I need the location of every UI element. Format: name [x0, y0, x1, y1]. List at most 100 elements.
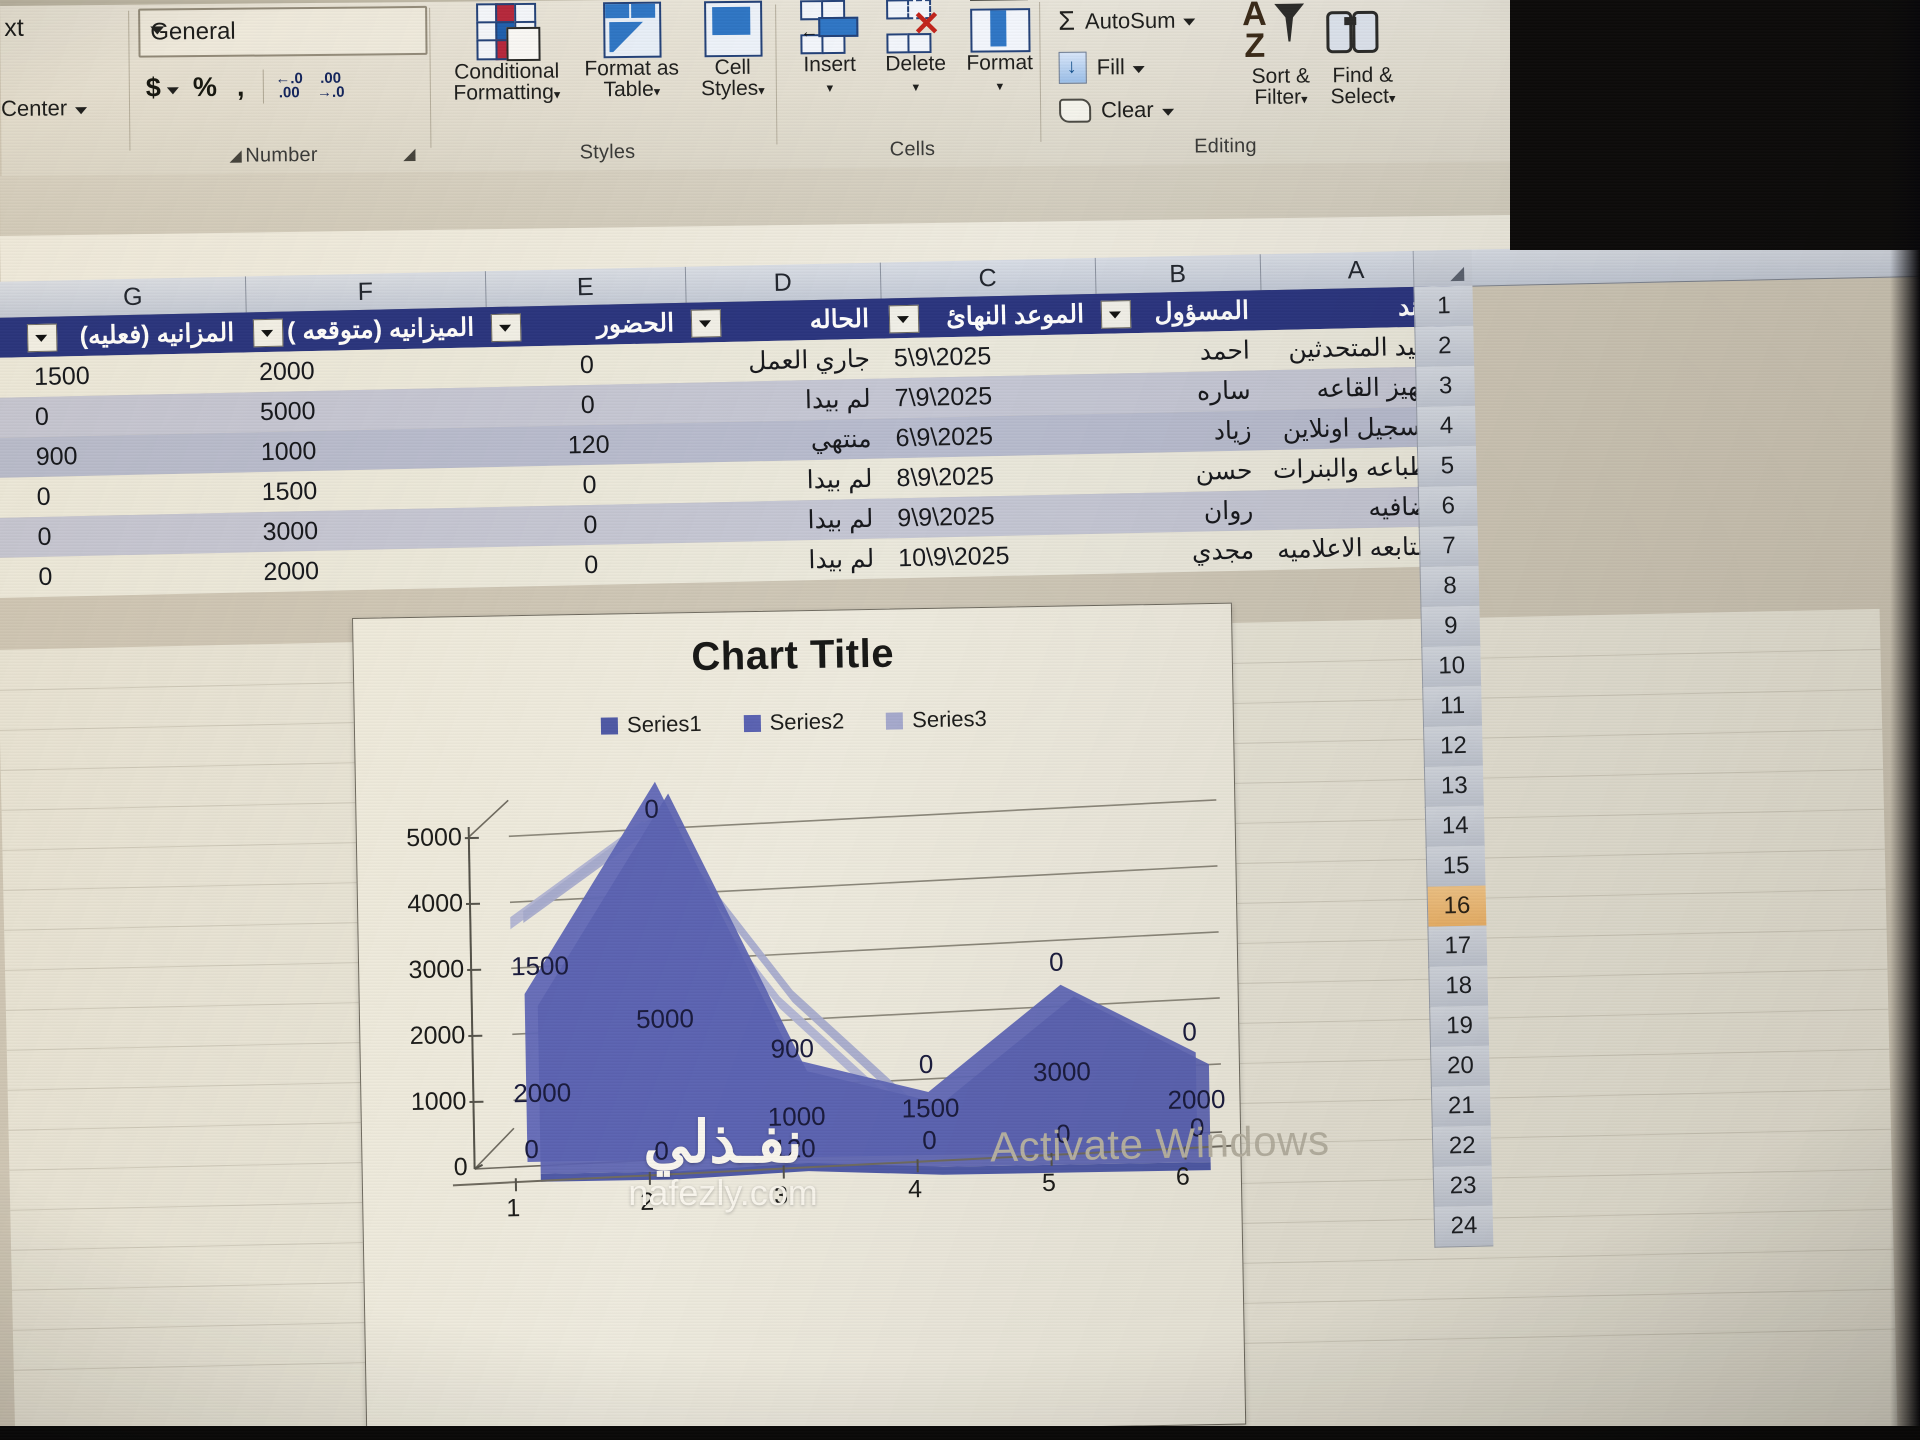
column-header-F[interactable]: F: [244, 271, 487, 313]
cell-F[interactable]: 2000: [258, 356, 315, 387]
cell-F[interactable]: 1500: [261, 476, 318, 507]
row-header-5[interactable]: 5: [1416, 445, 1477, 488]
format-cells-button[interactable]: Format ▾: [960, 0, 1039, 96]
row-header-3[interactable]: 3: [1415, 365, 1476, 408]
percent-button[interactable]: %: [192, 71, 218, 102]
filter-button-E[interactable]: [490, 313, 522, 343]
row-header-17[interactable]: 17: [1427, 925, 1488, 968]
cell-C[interactable]: 5\9\2025: [893, 342, 992, 373]
cell-G[interactable]: 0: [34, 402, 50, 432]
cell-G[interactable]: 0: [38, 562, 53, 592]
filter-button-C[interactable]: [888, 304, 920, 334]
cell-B[interactable]: احمد: [1199, 336, 1251, 366]
cell-D[interactable]: لم بيدا: [804, 384, 872, 415]
insert-cells-button[interactable]: ← Insert ▾: [790, 0, 869, 97]
row-header-1[interactable]: 1: [1413, 285, 1474, 328]
cell-D[interactable]: لم بيدا: [807, 504, 874, 535]
row-header-9[interactable]: 9: [1420, 605, 1481, 648]
filter-button-F[interactable]: [252, 318, 284, 348]
row-header-8[interactable]: 8: [1419, 565, 1480, 608]
cell-B[interactable]: ساره: [1196, 376, 1251, 406]
cell-F[interactable]: 1000: [260, 436, 317, 467]
filter-button-D[interactable]: [690, 309, 722, 338]
cell-E[interactable]: 0: [579, 350, 595, 380]
number-group-label: Number: [245, 143, 318, 167]
cell-G[interactable]: 1500: [33, 361, 91, 392]
chart-legend[interactable]: Series1 Series2 Series3: [355, 702, 1233, 743]
row-header-15[interactable]: 15: [1425, 845, 1486, 888]
cell-E[interactable]: 0: [580, 390, 596, 420]
comma-style-button[interactable]: ,: [236, 71, 245, 102]
cell-styles-button[interactable]: Cell Styles▾: [691, 0, 774, 101]
cell-E[interactable]: 0: [584, 550, 599, 580]
cell-B[interactable]: حسن: [1195, 456, 1253, 486]
format-as-table-button[interactable]: Format as Table▾: [576, 0, 687, 102]
column-header-D[interactable]: D: [684, 262, 882, 303]
legend-item-series3[interactable]: Series3: [886, 706, 987, 734]
row-header-14[interactable]: 14: [1424, 805, 1485, 848]
row-header-7[interactable]: 7: [1418, 525, 1479, 568]
row-header-12[interactable]: 12: [1423, 725, 1483, 768]
fill-button[interactable]: ↓ Fill: [1058, 51, 1145, 84]
cell-F[interactable]: 3000: [262, 516, 319, 547]
cell-D[interactable]: منتهي: [810, 424, 872, 455]
row-header-4[interactable]: 4: [1416, 405, 1476, 448]
cell-G[interactable]: 0: [37, 522, 52, 552]
row-header-23[interactable]: 23: [1432, 1165, 1493, 1208]
row-header-13[interactable]: 13: [1423, 765, 1484, 808]
cell-E[interactable]: 120: [567, 430, 610, 460]
cell-C[interactable]: 9\9\2025: [897, 502, 995, 533]
row-header-22[interactable]: 22: [1431, 1125, 1492, 1168]
legend-item-series2[interactable]: Series2: [743, 708, 844, 736]
column-header-E[interactable]: E: [484, 266, 687, 308]
conditional-formatting-button[interactable]: Conditional Formatting▾: [446, 0, 567, 105]
cell-E[interactable]: 0: [583, 510, 598, 540]
number-dialog-launcher-right[interactable]: ◢: [403, 146, 416, 164]
number-format-select[interactable]: General: [138, 5, 428, 58]
autosum-button[interactable]: Σ AutoSum: [1058, 5, 1196, 37]
cell-B[interactable]: مجدي: [1191, 536, 1255, 566]
cell-B[interactable]: روان: [1203, 496, 1254, 526]
filter-button-G[interactable]: [26, 323, 58, 353]
cell-G[interactable]: 0: [36, 482, 51, 512]
chart-title[interactable]: Chart Title: [691, 631, 895, 680]
clear-button[interactable]: Clear: [1058, 97, 1174, 124]
cell-D[interactable]: لم بيدا: [808, 544, 875, 575]
filter-button-B[interactable]: [1100, 300, 1132, 329]
row-header-11[interactable]: 11: [1422, 685, 1483, 728]
cell-G[interactable]: 900: [35, 442, 78, 472]
delete-cells-button[interactable]: ✕ Delete ▾: [874, 0, 957, 96]
cell-F[interactable]: 5000: [259, 396, 316, 427]
column-header-C[interactable]: C: [879, 257, 1097, 299]
select-all-corner[interactable]: [1412, 249, 1473, 287]
cell-D[interactable]: جاري العمل: [747, 344, 871, 376]
row-header-2[interactable]: 2: [1414, 325, 1475, 368]
cell-C[interactable]: 8\9\2025: [896, 462, 995, 493]
merge-center-button[interactable]: Center: [1, 95, 88, 122]
column-header-G[interactable]: G: [19, 276, 247, 318]
row-header-10[interactable]: 10: [1421, 645, 1482, 688]
cell-C[interactable]: 6\9\2025: [895, 422, 994, 453]
currency-button[interactable]: $: [145, 71, 162, 103]
legend-item-series1[interactable]: Series1: [600, 711, 702, 739]
decrease-decimal-button[interactable]: .00 →.0: [316, 69, 345, 101]
column-header-B[interactable]: B: [1094, 254, 1262, 294]
cell-D[interactable]: لم بيدا: [806, 464, 873, 495]
row-header-18[interactable]: 18: [1428, 965, 1489, 1008]
row-header-19[interactable]: 19: [1429, 1005, 1490, 1048]
increase-decimal-button[interactable]: ←.0.00: [275, 69, 303, 102]
row-header-16[interactable]: 16: [1426, 885, 1487, 928]
row-header-24[interactable]: 24: [1433, 1205, 1494, 1248]
chevron-down-icon[interactable]: [166, 86, 179, 94]
cell-E[interactable]: 0: [582, 470, 597, 500]
find-select-button[interactable]: Find & Select▾: [1316, 0, 1409, 109]
cell-F[interactable]: 2000: [263, 556, 320, 587]
cell-C[interactable]: 7\9\2025: [894, 382, 993, 413]
cell-C[interactable]: 10\9\2025: [897, 541, 1010, 573]
row-header-6[interactable]: 6: [1417, 485, 1478, 528]
row-header-20[interactable]: 20: [1430, 1045, 1490, 1088]
cell-B[interactable]: زياد: [1213, 416, 1252, 446]
embedded-chart[interactable]: Chart Title Series1 Series2 Series3: [352, 602, 1247, 1440]
row-header-21[interactable]: 21: [1430, 1085, 1491, 1128]
